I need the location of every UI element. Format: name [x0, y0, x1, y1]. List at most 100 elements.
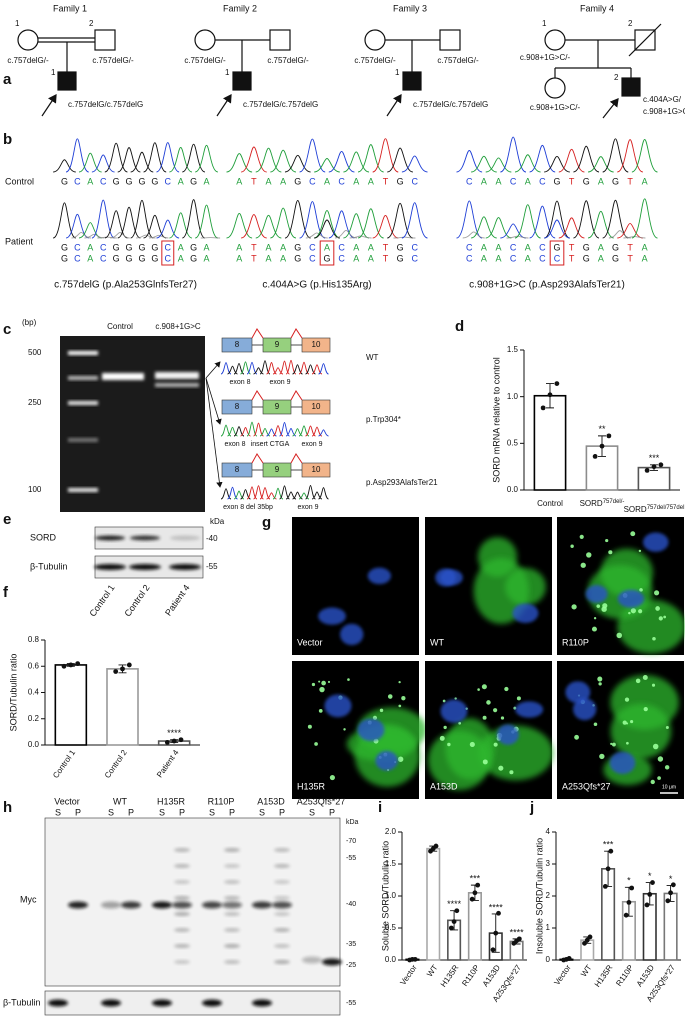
- member-id: 1: [395, 68, 400, 77]
- blot-strip: [44, 990, 341, 1016]
- significance: ***: [603, 840, 614, 850]
- category-name: Control: [537, 499, 563, 508]
- base-call: A: [525, 176, 531, 186]
- trace-peak: [52, 202, 76, 239]
- isoform-label: WT: [366, 353, 379, 362]
- base-call: G: [190, 253, 197, 263]
- base-call: A: [598, 242, 604, 252]
- trace-peak: [156, 142, 180, 173]
- trace-peak: [631, 198, 658, 239]
- base-call: A: [87, 253, 93, 263]
- trace-peak: [328, 150, 355, 173]
- data-point: [665, 898, 671, 904]
- female: [17, 29, 39, 51]
- aggregate: [597, 676, 603, 682]
- data-point: [490, 947, 496, 953]
- panel-label: e: [3, 511, 11, 528]
- band: [202, 901, 222, 909]
- trace-peak: [220, 424, 232, 437]
- base-call: A: [178, 176, 184, 186]
- nucleus: [496, 724, 519, 745]
- significance: *: [627, 876, 631, 886]
- aggregate: [397, 756, 404, 762]
- aggregate: [658, 616, 663, 621]
- aggregate: [311, 682, 316, 687]
- significance: ***: [470, 873, 481, 883]
- trace-peak: [284, 154, 311, 173]
- category-superscript: 757del/757del: [647, 505, 685, 511]
- x-tick-label: Vector: [398, 963, 419, 987]
- trace-peak: [311, 426, 323, 437]
- aggregate: [628, 611, 631, 615]
- y-tick-label: 0.5: [385, 923, 397, 932]
- base-call: A: [324, 176, 330, 186]
- ladder-label: 250: [28, 398, 42, 407]
- data-point: [472, 890, 478, 896]
- base-call: A: [204, 176, 210, 186]
- bar: [533, 394, 567, 491]
- base-call: A: [353, 176, 359, 186]
- y-axis-label: Insoluble SORD/Tubulin ratio: [534, 838, 544, 954]
- aggregate: [500, 716, 505, 720]
- panel-label: f: [3, 584, 9, 601]
- aggregate: [652, 636, 656, 641]
- aggregate: [593, 617, 597, 620]
- micrograph: [557, 517, 685, 655]
- data-point: [171, 738, 177, 744]
- aggregate: [591, 626, 597, 632]
- trace-peak: [573, 145, 600, 173]
- exon-label: 8: [235, 340, 240, 349]
- trace-peak: [456, 200, 483, 239]
- band: [272, 901, 292, 909]
- data-point: [68, 662, 74, 668]
- deceased-mark: [628, 23, 662, 57]
- trace-peak: [328, 210, 355, 239]
- trace-peak: [195, 204, 219, 239]
- trace-peak: [220, 488, 232, 500]
- smear: [274, 928, 290, 932]
- aggregate: [319, 686, 325, 693]
- variant-caption: c.757delG (p.Ala253GlnfsTer27): [54, 280, 197, 291]
- kda-label: -55: [346, 855, 356, 862]
- trace-peak: [401, 155, 428, 173]
- band: [68, 901, 88, 909]
- aggregate: [493, 742, 498, 747]
- trace-peak: [387, 202, 414, 239]
- data-point: [540, 405, 546, 411]
- base-call: T: [251, 253, 257, 263]
- member-id: 1: [542, 19, 547, 28]
- exon: [221, 462, 253, 478]
- trace-peak: [285, 359, 297, 375]
- lane-label: Patient 4: [163, 583, 192, 618]
- band: [101, 901, 121, 909]
- aggregate: [622, 720, 627, 725]
- category-superscript: 757del/-: [603, 499, 625, 505]
- aggregate: [401, 696, 406, 701]
- y-tick-label: 1: [546, 923, 551, 932]
- data-point: [587, 934, 593, 940]
- trace-peak: [266, 428, 277, 437]
- fraction-label: S: [309, 807, 315, 817]
- base-call: G: [151, 253, 158, 263]
- data-point: [592, 454, 598, 459]
- base-call: A: [496, 242, 502, 252]
- base-call: A: [236, 253, 242, 263]
- trace-peak: [305, 364, 316, 375]
- gel: [60, 336, 205, 512]
- nucleus: [340, 623, 364, 646]
- trace-peak: [226, 153, 253, 173]
- significance: ***: [649, 453, 660, 463]
- base-call: G: [583, 253, 590, 263]
- aggregate: [599, 753, 605, 760]
- micrograph: [425, 661, 554, 799]
- kda-label: -40: [206, 534, 218, 543]
- lane-label: A153D: [257, 796, 285, 806]
- trace-peak: [195, 144, 219, 173]
- base-call: C: [100, 242, 107, 252]
- exon-label: 8: [235, 465, 240, 474]
- trace-peak: [279, 421, 290, 437]
- aggregate: [642, 675, 648, 681]
- base-call: A: [642, 253, 648, 263]
- trace-peak: [246, 486, 258, 500]
- kda-label: -40: [346, 901, 356, 908]
